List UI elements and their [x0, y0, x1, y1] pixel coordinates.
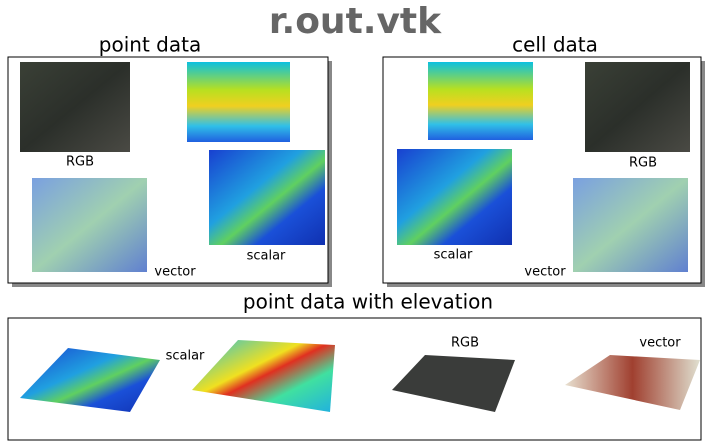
image-label: RGB: [451, 336, 479, 351]
scalar-image: [187, 62, 290, 142]
image-label: scalar: [166, 349, 205, 364]
rgb-image: [20, 62, 130, 152]
image-label: RGB: [66, 155, 94, 170]
image-label: vector: [639, 336, 681, 351]
scalar-image: [209, 150, 325, 245]
title: r.out.vtk: [269, 1, 442, 42]
panel-heading: point data: [99, 33, 201, 57]
image-label: scalar: [434, 248, 473, 263]
scalar-image: [397, 149, 512, 245]
cell-image: [428, 62, 533, 140]
image-label: scalar: [247, 249, 286, 264]
image-label: RGB: [629, 156, 657, 171]
image-label: vector: [524, 265, 566, 280]
panel-heading: cell data: [512, 33, 598, 57]
vector-image: [573, 178, 688, 272]
image-label: vector: [154, 265, 196, 280]
rgb-image: [585, 62, 690, 152]
panel-heading: point data with elevation: [243, 290, 493, 314]
vector-image: [32, 178, 147, 272]
figure: r.out.vtk point data RGB scalar vector c…: [0, 0, 709, 443]
